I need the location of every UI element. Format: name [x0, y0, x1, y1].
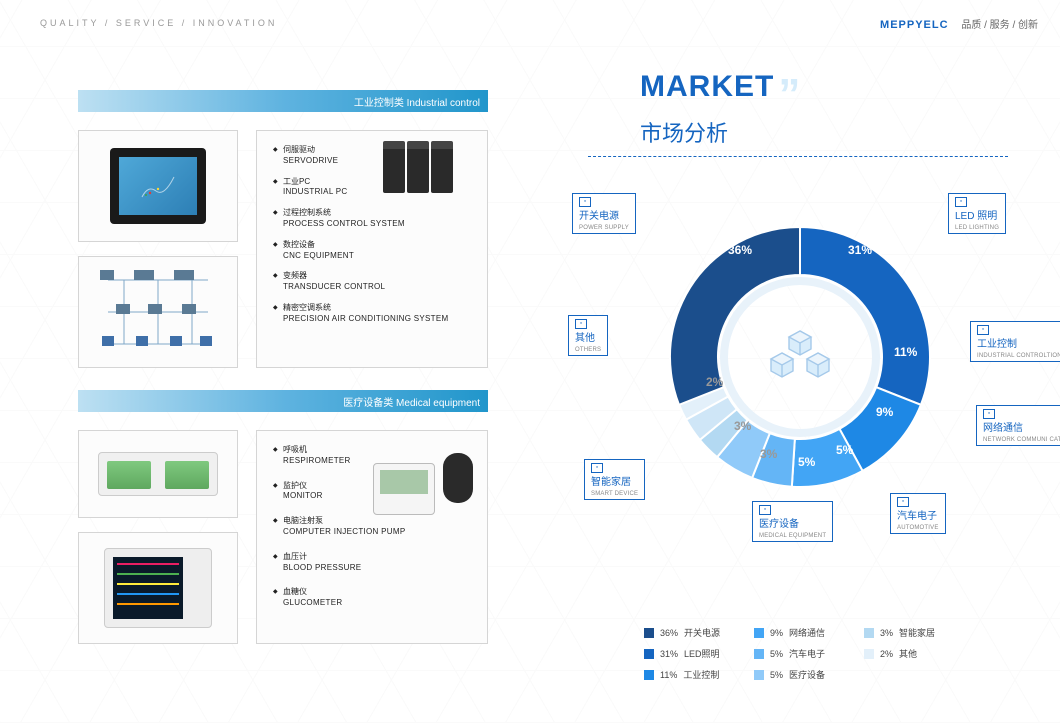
market-legend: 36%开关电源9%网络通信3%智能家居 31%LED照明5%汽车电子2%其他 11%… [644, 626, 1024, 681]
header-tagline: QUALITY / SERVICE / INNOVATION [40, 18, 277, 28]
brand-tag: 品质 / 服务 / 创新 [961, 20, 1038, 31]
donut-pct: 3% [734, 419, 751, 433]
list-item: 过程控制系统PROCESS CONTROL SYSTEM [273, 208, 471, 230]
section-band-industrial: 工业控制类 Industrial control [78, 90, 488, 112]
section-band-medical: 医疗设备类 Medical equipment [78, 390, 488, 412]
list-item: 变频器TRANSDUCER CONTROL [273, 271, 471, 293]
donut-chart: 36%▫开关电源POWER SUPPLY31%▫LED 照明LED LIGHTI… [630, 187, 970, 527]
img-industrial-monitor [78, 130, 238, 242]
donut-label: ▫其他OTHERS [568, 315, 608, 356]
list-item: 血压计BLOOD PRESSURE [273, 552, 471, 574]
list-item: 工业PCINDUSTRIAL PC [273, 177, 471, 199]
donut-label: ▫工业控制INDUSTRIAL CONTROLTION [970, 321, 1060, 362]
legend-item: 5%汽车电子 [754, 647, 864, 660]
list-item: 呼吸机RESPIROMETER [273, 445, 471, 467]
list-item: 电脑注射泵COMPUTER INJECTION PUMP [273, 516, 471, 538]
donut-pct: 31% [848, 243, 872, 257]
list-item: 数控设备CNC EQUIPMENT [273, 240, 471, 262]
legend-item: 9%网络通信 [754, 626, 864, 639]
donut-label: ▫网络通信NETWORK COMMUNI CATION [976, 405, 1060, 446]
donut-pct: 9% [876, 405, 893, 419]
list-item: 精密空调系统PRECISION AIR CONDITIONING SYSTEM [273, 303, 471, 325]
market-title-cn: 市场分析 [640, 116, 1040, 148]
legend-item: 5%医疗设备 [754, 668, 864, 681]
donut-label: ▫开关电源POWER SUPPLY [572, 193, 636, 234]
donut-pct: 2% [706, 375, 723, 389]
img-vitals-monitor [78, 532, 238, 644]
donut-label: ▫LED 照明LED LIGHTING [948, 193, 1006, 234]
donut-pct: 36% [728, 243, 752, 257]
img-industrial-diagram [78, 256, 238, 368]
brand-logo: MEPPYELC [880, 19, 949, 31]
header-right: MEPPYELC 品质 / 服务 / 创新 [880, 16, 1038, 31]
market-title-en: MARKET” [560, 70, 1040, 120]
list-item: 伺服驱动SERVODRIVE [273, 145, 471, 167]
donut-label: ▫汽车电子AUTOMOTIVE [890, 493, 946, 534]
donut-pct: 3% [760, 447, 777, 461]
donut-label: ▫医疗设备MEDICAL EQUIPMENT [752, 501, 833, 542]
legend-item: 11%工业控制 [644, 668, 754, 681]
legend-item: 3%智能家居 [864, 626, 974, 639]
donut-pct: 5% [836, 443, 853, 457]
img-respirometer [78, 430, 238, 518]
medical-list: 呼吸机RESPIROMETER 监护仪MONITOR 电脑注射泵COMPUTER I… [256, 430, 488, 644]
donut-pct: 11% [894, 345, 917, 359]
divider [588, 156, 1008, 157]
legend-item: 2%其他 [864, 647, 974, 660]
donut-label: ▫智能家居SMART DEVICE [584, 459, 645, 500]
list-item: 血糖仪GLUCOMETER [273, 587, 471, 609]
donut-pct: 5% [798, 455, 815, 469]
list-item: 监护仪MONITOR [273, 481, 471, 503]
legend-item: 36%开关电源 [644, 626, 754, 639]
legend-item: 31%LED照明 [644, 647, 754, 660]
industrial-list: 伺服驱动SERVODRIVE 工业PCINDUSTRIAL PC 过程控制系统PRO… [256, 130, 488, 368]
